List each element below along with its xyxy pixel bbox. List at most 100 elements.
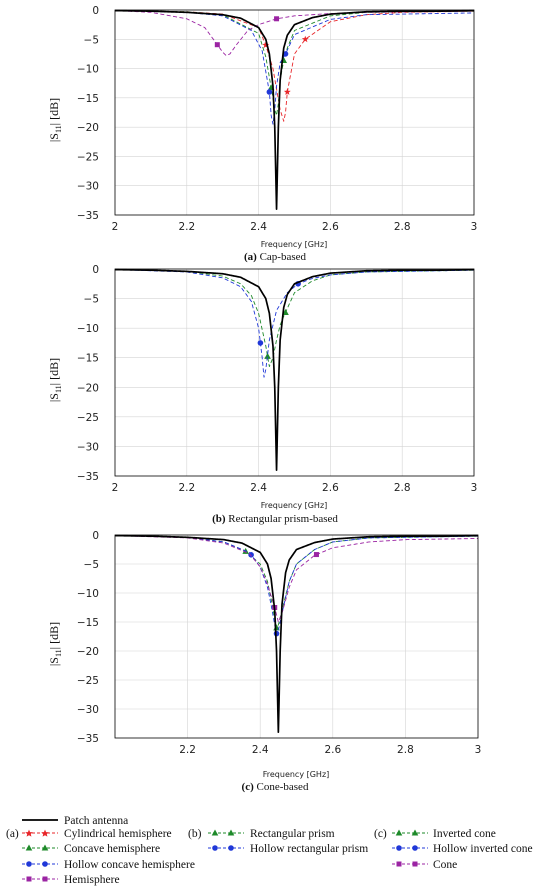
y-tick-label: −20 <box>77 382 99 394</box>
data-marker <box>266 89 273 95</box>
data-marker <box>283 88 291 95</box>
x-tick-label: 2.6 <box>324 744 341 756</box>
series-line <box>114 10 475 57</box>
legend-item-hollow-inverted-cone: Hollow inverted cone <box>392 843 533 855</box>
legend-item-rectangular-prism: Rectangular prism <box>208 828 335 840</box>
legend-label: Concave hemisphere <box>64 843 160 855</box>
data-series <box>114 268 475 471</box>
data-marker <box>274 16 280 22</box>
x-tick-label: 2.2 <box>178 482 195 494</box>
circle-icon <box>396 845 402 851</box>
x-tick-label: 2.8 <box>394 482 411 494</box>
triangle-icon <box>25 844 33 851</box>
data-series <box>114 534 479 734</box>
x-tick-label: 2.4 <box>250 482 267 494</box>
plot-frame <box>114 268 475 477</box>
y-tick-label: −35 <box>77 471 99 483</box>
y-tick-label: 0 <box>92 264 99 276</box>
legend-group-b-label: (b) <box>188 828 202 840</box>
y-axis-label: |S11| [dB] <box>47 358 63 402</box>
star-icon <box>41 829 49 837</box>
panel-cap-based: 2 2.2 2.4 2.6 2.8 3 0 −5 −10 −15 −20 −25 −30 −35 |S11… <box>47 5 477 263</box>
y-tick-label: −10 <box>77 588 99 600</box>
panel-cone-based: 2.2 2.4 2.6 2.8 3 0 −5 −10 −15 −20 −25 −30 −35 |S11|… <box>47 530 481 793</box>
star-icon <box>25 829 33 837</box>
x-axis-label: Frequency [GHz] <box>263 770 330 779</box>
square-icon <box>396 861 402 867</box>
y-tick-label: −10 <box>77 64 99 76</box>
x-tick-label: 2.8 <box>397 744 414 756</box>
series-hollow-rectangular-prism <box>114 269 475 378</box>
y-tick-label: −30 <box>77 704 99 716</box>
series-line <box>114 10 475 122</box>
square-icon <box>412 861 418 867</box>
y-tick-label: −35 <box>77 210 99 222</box>
legend-label: Cone <box>433 859 457 871</box>
y-tick-label: −35 <box>77 733 99 745</box>
x-tick-label: 2.6 <box>322 482 339 494</box>
series-concave-hemisphere <box>114 10 475 116</box>
data-marker <box>248 552 254 558</box>
y-tick-label: −15 <box>77 93 99 105</box>
legend-label: Hemisphere <box>64 874 120 886</box>
legend-item-concave-hemisphere: Concave hemisphere <box>22 843 160 855</box>
y-tick-label: −25 <box>77 412 99 424</box>
circle-icon <box>42 861 48 867</box>
legend-item-inverted-cone: Inverted cone <box>392 828 496 840</box>
series-hollow-concave-hemisphere <box>114 10 475 125</box>
x-tick-label: 3 <box>475 744 482 756</box>
legend-label: Hollow rectangular prism <box>250 843 368 855</box>
tick-labels: 2 2.2 2.4 2.6 2.8 3 0 −5 −10 −15 −20 −25 −30 −35 <box>77 5 478 233</box>
plot-frame <box>114 534 479 739</box>
series-line <box>114 9 475 210</box>
series-patch-antenna <box>114 534 479 734</box>
series-line <box>114 10 475 125</box>
grid-lines <box>115 269 474 476</box>
legend-item-cylindrical-hemisphere: Cylindrical hemisphere <box>22 828 172 840</box>
legend-group-a-label: (a) <box>6 828 19 840</box>
x-tick-label: 2 <box>112 221 119 233</box>
grid-lines <box>115 10 474 215</box>
y-tick-label: 0 <box>92 5 99 17</box>
triangle-icon <box>411 829 419 836</box>
legend-label: Cylindrical hemisphere <box>64 828 172 840</box>
x-tick-label: 2.2 <box>179 744 196 756</box>
circle-icon <box>26 861 32 867</box>
y-tick-label: −5 <box>84 559 99 571</box>
series-line <box>114 269 475 378</box>
series-line <box>114 535 479 623</box>
legend-group-c-label: (c) <box>374 828 387 840</box>
legend-label: Rectangular prism <box>250 828 335 840</box>
x-tick-label: 2.4 <box>252 744 269 756</box>
x-tick-label: 2 <box>112 482 119 494</box>
grid-lines <box>115 535 478 738</box>
series-line <box>114 534 479 734</box>
y-tick-label: −20 <box>77 646 99 658</box>
y-tick-label: −10 <box>77 323 99 335</box>
legend-label-patch-antenna: Patch antenna <box>64 815 128 827</box>
data-marker <box>262 41 270 49</box>
series-cone <box>114 535 479 623</box>
y-axis-label: |S11| [dB] <box>47 622 63 666</box>
y-tick-label: −20 <box>77 122 99 134</box>
x-tick-label: 3 <box>471 482 478 494</box>
x-axis-label: Frequency [GHz] <box>261 240 328 249</box>
tick-labels: 2.2 2.4 2.6 2.8 3 0 −5 −10 −15 −20 −25 −30 −35 <box>77 530 482 756</box>
y-tick-label: −15 <box>77 353 99 365</box>
data-marker <box>214 42 220 48</box>
series-line <box>114 268 475 471</box>
circle-icon <box>212 845 218 851</box>
triangle-icon <box>211 829 219 836</box>
legend-label: Hollow concave hemisphere <box>64 859 195 871</box>
y-tick-label: −25 <box>77 151 99 163</box>
y-tick-label: 0 <box>92 530 99 542</box>
series-patch-antenna <box>114 9 475 210</box>
data-marker <box>282 51 289 57</box>
legend: Patch antenna (a) (b) (c) Cylindrical he… <box>6 815 533 886</box>
legend-item-cone: Cone <box>392 859 457 871</box>
y-tick-label: −30 <box>77 441 99 453</box>
square-icon <box>42 876 48 882</box>
panel-rectangular-prism-based: 2 2.2 2.4 2.6 2.8 3 0 −5 −10 −15 −20 −25 −30 −35 |S11… <box>47 264 477 525</box>
legend-item-hollow-concave-hemisphere: Hollow concave hemisphere <box>22 859 195 871</box>
